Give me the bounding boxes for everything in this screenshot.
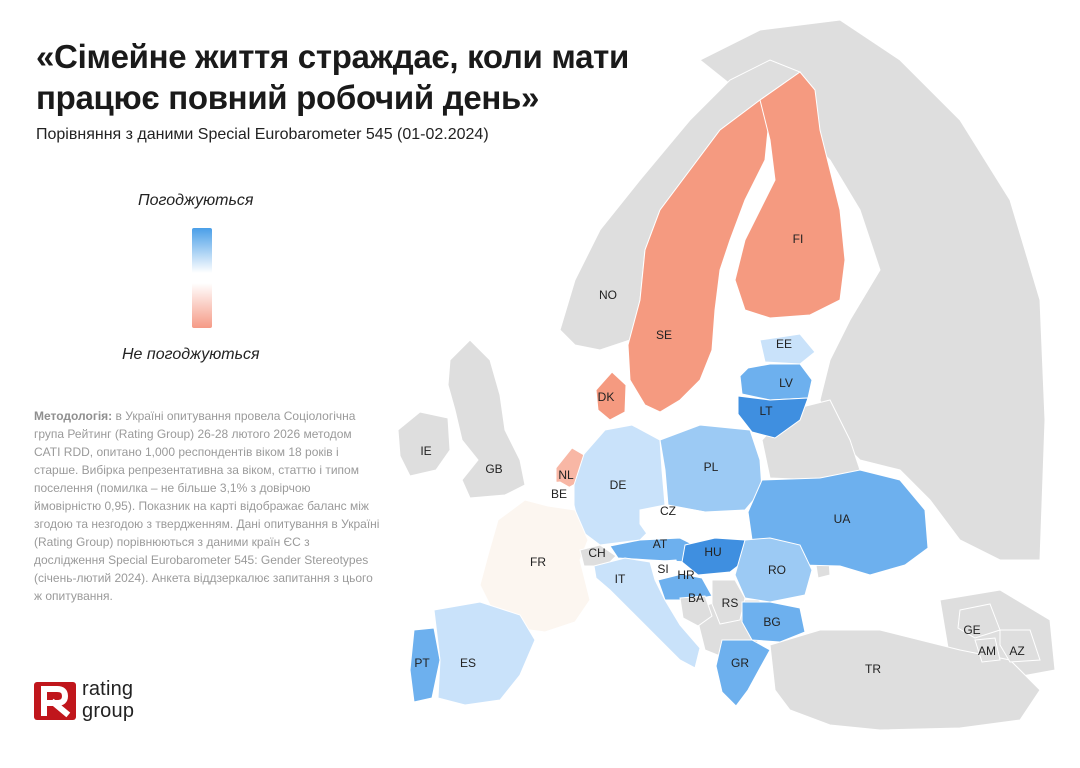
country-EE [759, 333, 816, 365]
country-label-CZ: CZ [660, 504, 676, 518]
map-title: «Сімейне життя страждає, коли мати працю… [36, 38, 629, 116]
methodology-heading: Методологія: [34, 409, 113, 423]
country-AZ [999, 629, 1041, 663]
country-SE [627, 99, 771, 413]
methodology-note: Методологія: в Україні опитування провел… [34, 407, 380, 605]
country-label-DK: DK [598, 390, 615, 404]
country-label-HU: HU [704, 545, 721, 559]
country-PT [409, 627, 441, 703]
country-BA [679, 595, 713, 627]
country-BE [539, 481, 575, 507]
country-LV [739, 363, 813, 401]
country-label-IE: IE [420, 444, 431, 458]
country-IT [593, 557, 701, 669]
russia-landmass [699, 19, 1046, 561]
country-label-RS: RS [722, 596, 739, 610]
country-label-BG: BG [763, 615, 780, 629]
legend-disagree-label: Не погоджуються [122, 346, 260, 363]
country-FI [734, 71, 846, 319]
country-label-NO: NO [599, 288, 617, 302]
country-label-GR: GR [731, 656, 749, 670]
country-label-TR: TR [865, 662, 881, 676]
country-label-BE: BE [551, 487, 567, 501]
country-label-FR: FR [530, 555, 546, 569]
country-IE [397, 411, 451, 477]
country-label-PT: PT [414, 656, 430, 670]
logo-line-2: group [82, 700, 135, 722]
logo-line-1: rating [82, 678, 134, 700]
country-label-FI: FI [793, 232, 804, 246]
country-LT [737, 395, 809, 439]
country-label-SE: SE [656, 328, 672, 342]
country-label-CH: CH [588, 546, 605, 560]
country-CZ [639, 504, 706, 539]
countries-layer: NO SE FI EE LV LT IE GB DK NL BE DE PL CZ UA FR CH AT HU SI… [397, 59, 1041, 707]
methodology-text: в Україні опитування провела Соціологічн… [34, 409, 380, 603]
country-GB [447, 339, 526, 499]
country-AM [974, 637, 1001, 663]
country-ES [433, 601, 536, 706]
rating-group-logo: rating group [34, 678, 154, 724]
country-label-BA: BA [688, 591, 704, 605]
country-GE [957, 603, 1001, 639]
country-FR [479, 499, 591, 633]
country-label-IT: IT [615, 572, 626, 586]
country-BG [741, 601, 806, 643]
country-GR [715, 639, 771, 707]
country-label-GE: GE [963, 623, 980, 637]
country-DK [595, 371, 627, 421]
country-label-PL: PL [704, 460, 719, 474]
country-label-ES: ES [460, 656, 476, 670]
country-label-AZ: AZ [1009, 644, 1024, 658]
country-label-AT: AT [653, 537, 668, 551]
country-label-LV: LV [779, 376, 793, 390]
country-RS [711, 579, 746, 625]
map-subtitle: Порівняння з даними Special Eurobaromete… [36, 126, 489, 143]
country-label-LT: LT [759, 404, 773, 418]
country-label-DE: DE [610, 478, 627, 492]
country-RO [734, 537, 813, 603]
country-label-EE: EE [776, 337, 792, 351]
country-label-SI: SI [657, 562, 668, 576]
rating-logo-mark-icon [34, 682, 76, 720]
country-label-AM: AM [978, 644, 996, 658]
country-label-NL: NL [558, 468, 574, 482]
country-label-HR: HR [677, 568, 695, 582]
country-label-UA: UA [834, 512, 851, 526]
country-label-GB: GB [485, 462, 502, 476]
country-CH [579, 544, 617, 567]
logo-wordmark: rating group [82, 678, 134, 722]
legend-agree-label: Погоджуються [138, 192, 254, 209]
country-label-RO: RO [768, 563, 786, 577]
country-TR [769, 629, 1041, 731]
legend-color-bar [192, 228, 212, 328]
